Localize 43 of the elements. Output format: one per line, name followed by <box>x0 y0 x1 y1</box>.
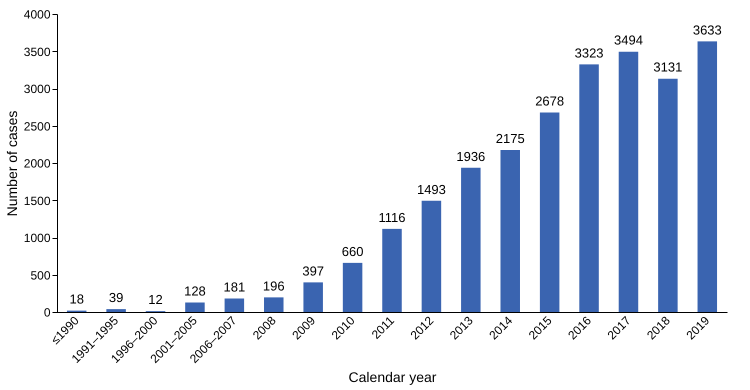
bar <box>461 168 481 312</box>
data-label: 196 <box>262 278 285 294</box>
bar <box>579 64 599 312</box>
bar <box>422 200 442 312</box>
data-label: 181 <box>224 280 246 295</box>
y-tick-label: 3000 <box>24 82 51 96</box>
data-label: 12 <box>148 292 163 308</box>
bar <box>106 309 126 312</box>
y-tick-label: 2000 <box>24 156 51 170</box>
data-label: 18 <box>69 292 84 307</box>
data-label: 2678 <box>535 93 564 108</box>
data-label: 39 <box>108 290 124 306</box>
bar <box>224 298 244 312</box>
bar <box>264 297 284 312</box>
bar <box>540 112 560 312</box>
data-label: 3323 <box>574 45 604 60</box>
bar <box>500 150 520 312</box>
data-label: 397 <box>302 263 324 278</box>
y-axis-title: Number of cases <box>4 110 20 216</box>
y-tick-label: 3500 <box>24 44 51 59</box>
data-label: 3494 <box>614 32 643 48</box>
bar <box>698 41 718 312</box>
y-tick-label: 0 <box>44 306 51 320</box>
data-label: 3131 <box>653 60 682 75</box>
y-tick-label: 4000 <box>24 8 51 22</box>
bar <box>618 52 638 312</box>
bar <box>382 228 402 312</box>
data-label: 3633 <box>692 22 722 38</box>
bar <box>303 282 323 312</box>
data-label: 128 <box>184 283 206 298</box>
data-label: 2175 <box>496 130 525 146</box>
x-axis-title: Calendar year <box>348 369 437 386</box>
data-label: 660 <box>342 244 364 259</box>
y-tick-label: 1000 <box>24 231 51 245</box>
bar <box>342 262 362 312</box>
data-label: 1936 <box>456 148 486 164</box>
bar <box>658 78 678 312</box>
bar <box>185 302 205 312</box>
y-tick-label: 2500 <box>24 119 51 134</box>
y-tick-label: 500 <box>30 268 51 282</box>
data-label: 1116 <box>378 210 406 225</box>
data-label: 1493 <box>416 182 446 197</box>
y-tick-label: 1500 <box>24 194 51 208</box>
